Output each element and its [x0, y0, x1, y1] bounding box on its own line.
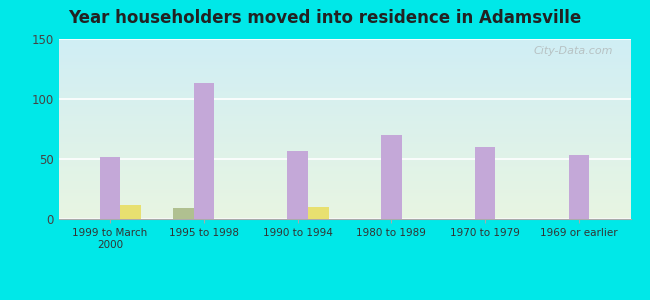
- Text: Year householders moved into residence in Adamsville: Year householders moved into residence i…: [68, 9, 582, 27]
- Bar: [475, 147, 495, 219]
- Bar: [194, 83, 214, 219]
- Bar: [287, 151, 308, 219]
- Text: City-Data.com: City-Data.com: [534, 46, 614, 56]
- Bar: [120, 205, 141, 219]
- Bar: [308, 207, 328, 219]
- Bar: [381, 135, 402, 219]
- Bar: [569, 155, 590, 219]
- Legend: White Non-Hispanic, Black, Hispanic or Latino: White Non-Hispanic, Black, Hispanic or L…: [140, 295, 549, 300]
- Bar: [99, 157, 120, 219]
- Bar: [173, 208, 194, 219]
